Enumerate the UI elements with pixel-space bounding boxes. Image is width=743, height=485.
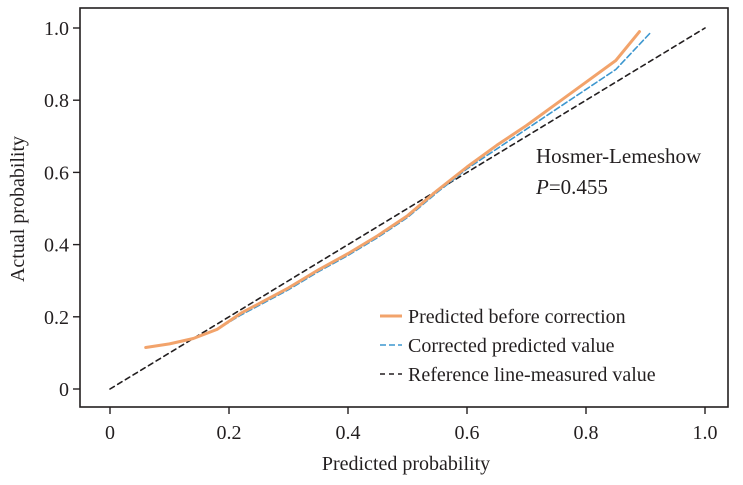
y-tick-label: 0.8 — [44, 90, 69, 112]
y-tick-label: 1.0 — [44, 18, 69, 40]
legend: Predicted before correction Corrected pre… — [380, 306, 656, 386]
x-tick-label: 0.8 — [574, 422, 599, 444]
legend-item-before-correction-label: Predicted before correction — [408, 306, 626, 328]
x-tick-label: 0.2 — [217, 422, 242, 444]
ticks: 0 0.2 0.4 0.6 0.8 1.0 0 0.2 0.4 0.6 0.8 1.0 — [44, 18, 718, 444]
legend-item-reference-label: Reference line-measured value — [408, 364, 656, 386]
y-tick-label: 0.2 — [44, 307, 69, 329]
legend-item-corrected-label: Corrected predicted value — [408, 335, 615, 357]
x-tick-label: 0.6 — [455, 422, 480, 444]
plot-frame — [79, 7, 729, 408]
x-tick-label: 0 — [105, 422, 115, 444]
series-reference-line — [109, 27, 706, 390]
x-axis-title: Predicted probability — [322, 453, 490, 475]
y-axis-title: Actual probability — [7, 136, 29, 282]
series-before-correction — [144, 30, 641, 349]
annotation-p-rest: =0.455 — [549, 175, 608, 199]
axes — [79, 7, 729, 408]
x-tick-label: 0.4 — [336, 422, 361, 444]
annotation-p-value: P=0.455 — [535, 175, 608, 199]
y-tick-label: 0 — [59, 379, 69, 401]
annotation-title: Hosmer-Lemeshow — [536, 144, 702, 168]
x-tick-label: 1.0 — [693, 422, 718, 444]
y-tick-label: 0.4 — [44, 235, 69, 257]
y-tick-label: 0.6 — [44, 162, 69, 184]
annotation-p-symbol: P — [535, 175, 549, 199]
series-layer — [109, 27, 706, 390]
